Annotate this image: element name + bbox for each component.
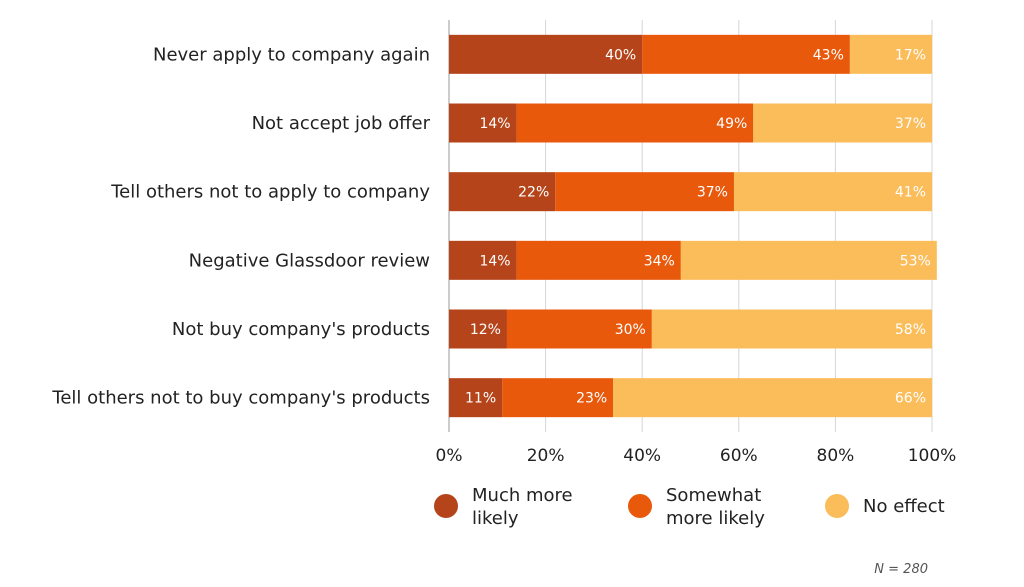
data-label: 14% <box>479 253 510 269</box>
category-labels: Never apply to company again Not accept j… <box>51 44 430 408</box>
data-label: 30% <box>615 322 646 338</box>
bar-segment <box>680 240 937 280</box>
bar-segment <box>733 172 932 212</box>
data-label: 53% <box>900 253 931 269</box>
bar-segment <box>502 378 614 418</box>
category-label: Never apply to company again <box>153 44 430 65</box>
bar-segment <box>555 172 734 212</box>
bar-segment <box>506 309 652 349</box>
bars: 40% 43% 17% 14% 49% 37% 22% 37% 41% 14% 34% 53% 12% 3… <box>449 34 937 418</box>
bar-segment <box>449 34 643 74</box>
data-label: 12% <box>470 322 501 338</box>
data-label: 40% <box>605 47 636 63</box>
data-label: 14% <box>479 116 510 132</box>
category-label: Not buy company's products <box>172 319 430 340</box>
category-label: Not accept job offer <box>252 113 431 134</box>
category-label: Tell others not to apply to company <box>110 182 430 203</box>
x-tick-label: 80% <box>817 446 855 466</box>
legend-marker <box>434 494 458 518</box>
data-label: 66% <box>895 391 926 407</box>
x-tick-label: 20% <box>527 446 565 466</box>
category-label: Tell others not to buy company's product… <box>51 388 430 409</box>
bar-segment <box>449 378 503 418</box>
data-label: 49% <box>716 116 747 132</box>
bar-segment <box>449 240 517 280</box>
legend-marker <box>825 494 849 518</box>
x-tick-label: 40% <box>623 446 661 466</box>
x-axis-ticks: 0% 20% 40% 60% 80% 100% <box>436 446 957 466</box>
data-label: 37% <box>697 185 728 201</box>
bar-segment <box>449 172 556 212</box>
x-tick-label: 100% <box>908 446 957 466</box>
category-label: Negative Glassdoor review <box>189 250 430 271</box>
bar-segment <box>516 103 754 143</box>
data-label: 11% <box>465 391 496 407</box>
bar-segment <box>753 103 932 143</box>
gridlines <box>448 20 933 432</box>
data-label: 37% <box>895 116 926 132</box>
legend-label: Somewhat more likely <box>666 485 765 529</box>
bar-segment <box>849 34 932 74</box>
bar-segment <box>651 309 932 349</box>
data-label: 34% <box>644 253 675 269</box>
bar-segment <box>613 378 932 418</box>
data-label: 41% <box>895 185 926 201</box>
data-label: 43% <box>813 47 844 63</box>
legend-label: Much more likely <box>472 485 573 529</box>
data-label: 23% <box>576 391 607 407</box>
sample-size-note: N = 280 <box>874 562 928 577</box>
data-label: 58% <box>895 322 926 338</box>
bar-segment <box>449 309 507 349</box>
data-label: 17% <box>895 47 926 63</box>
bar-segment <box>516 240 681 280</box>
x-tick-label: 60% <box>720 446 758 466</box>
x-tick-label: 0% <box>436 446 463 466</box>
bar-segment <box>642 34 850 74</box>
legend: Much more likely Somewhat more likely No eff… <box>434 485 945 529</box>
legend-label: No effect <box>863 496 945 517</box>
data-label: 22% <box>518 185 549 201</box>
legend-marker <box>628 494 652 518</box>
bar-segment <box>449 103 517 143</box>
